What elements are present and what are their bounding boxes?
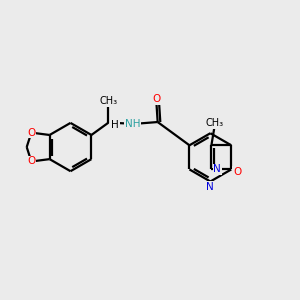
- Text: N: N: [206, 182, 214, 192]
- Text: O: O: [27, 128, 35, 138]
- Text: O: O: [233, 167, 241, 177]
- Text: CH₃: CH₃: [205, 118, 224, 128]
- Text: O: O: [152, 94, 160, 104]
- Text: N: N: [213, 164, 221, 174]
- Text: CH₃: CH₃: [99, 96, 118, 106]
- Text: NH: NH: [125, 119, 140, 129]
- Text: O: O: [27, 157, 35, 166]
- Text: H: H: [111, 120, 119, 130]
